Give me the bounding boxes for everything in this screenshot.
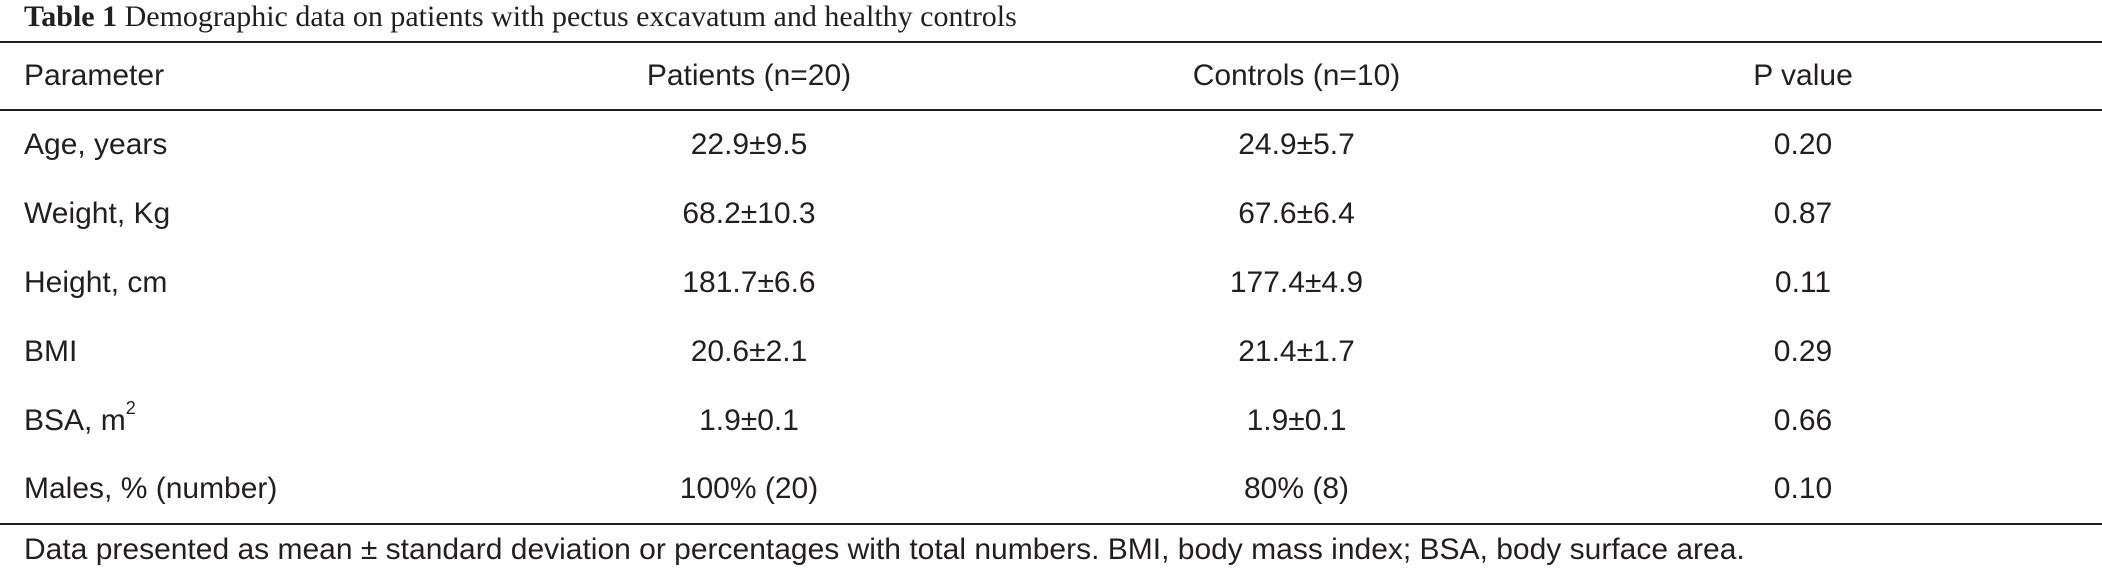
cell-parameter: Height, cm [24,265,168,299]
cell-controls: 80% (8) [1089,455,1504,525]
demographic-table: Parameter Patients (n=20) Controls (n=10… [0,41,2102,525]
cell-p-value: 0.10 [1504,455,2102,525]
cell-patients: 100% (20) [409,455,1089,525]
header-controls: Controls (n=10) [1089,41,1504,111]
table-row: Weight, Kg 68.2±10.3 67.6±6.4 0.87 [0,179,2102,248]
cell-p-value: 0.66 [1773,403,1833,437]
table-caption: Table 1 Demographic data on patients wit… [24,0,1017,38]
cell-controls: 67.6±6.4 [1238,196,1355,230]
cell-controls: 177.4±4.9 [1229,265,1364,299]
cell-controls: 21.4±1.7 [1238,334,1355,368]
table-row: BMI 20.6±2.1 21.4±1.7 0.29 [0,317,2102,386]
cell-patients: 22.9±9.5 [690,128,808,161]
table-body: Age, years 22.9±9.5 24.9±5.7 0.20 Weight… [0,110,2102,525]
cell-p-value: 0.20 [1773,128,1833,161]
header-patients: Patients (n=20) [409,41,1089,111]
cell-p-value: 0.87 [1773,196,1833,230]
unit-superscript: 2 [125,397,136,418]
cell-parameter: Weight, Kg [24,196,171,230]
cell-patients: 1.9±0.1 [699,403,799,437]
cell-patients: 20.6±2.1 [690,334,808,368]
table-row: Height, cm 181.7±6.6 177.4±4.9 0.11 [0,248,2102,317]
cell-parameter-text: BSA, m [24,403,126,437]
table-caption-label: Table 1 [24,0,118,33]
table-caption-text: Demographic data on patients with pectus… [124,0,1017,33]
cell-parameter: Age, years [24,128,168,161]
cell-parameter: BMI [24,334,78,368]
cell-parameter: Males, % (number) [0,455,409,525]
cell-parameter: BSA, m2 [0,386,409,455]
cell-p-value: 0.11 [1774,265,1832,299]
cell-controls: 24.9±5.7 [1238,128,1355,161]
cell-patients: 181.7±6.6 [682,265,816,299]
table-row: BSA, m2 1.9±0.1 1.9±0.1 0.66 [0,386,2102,455]
table-footnote: Data presented as mean ± standard deviat… [24,533,1745,566]
cell-p-value: 0.29 [1773,334,1833,368]
cell-patients: 68.2±10.3 [682,196,816,230]
header-parameter: Parameter [0,41,409,111]
table-header: Parameter Patients (n=20) Controls (n=10… [0,41,2102,111]
cell-controls: 1.9±0.1 [1246,403,1347,437]
table-row: Age, years 22.9±9.5 24.9±5.7 0.20 [0,110,2102,179]
header-p-value: P value [1504,41,2102,111]
table-row: Males, % (number) 100% (20) 80% (8) 0.10 [0,455,2102,525]
header-row: Parameter Patients (n=20) Controls (n=10… [0,41,2102,111]
